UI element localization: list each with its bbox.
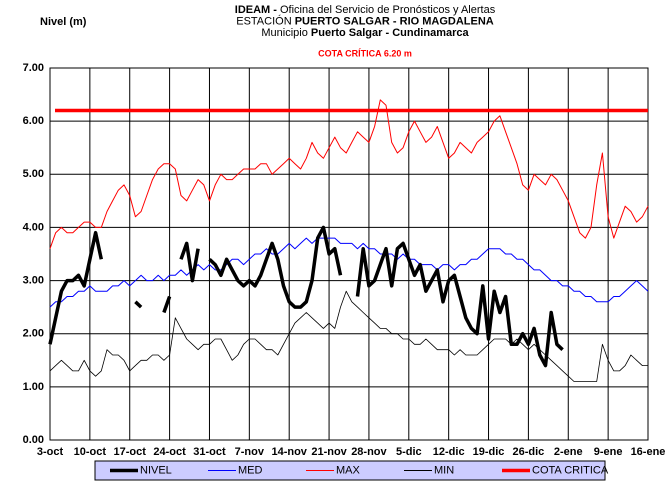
title-part: Municipio: [261, 27, 311, 39]
plot-area: [49, 67, 649, 441]
x-tick-label: 26-dic: [513, 446, 545, 458]
x-tick-label: 3-oct: [37, 446, 64, 458]
series-line: [49, 290, 648, 382]
legend-label: MED: [238, 464, 263, 476]
title-part: ESTACIÓN: [236, 14, 294, 27]
x-tick-label: 12-dic: [433, 446, 465, 458]
y-tick-label: 1.00: [23, 381, 44, 393]
title-part: Oficina del Servicio de Pronósticos y Al…: [280, 4, 496, 16]
title-part: PUERTO SALGAR - RIO MAGDALENA: [295, 15, 494, 27]
chart-title: IDEAM - Oficina del Servicio de Pronósti…: [235, 4, 496, 16]
legend-label: NIVEL: [140, 464, 172, 476]
y-axis-label: Nivel (m): [40, 16, 87, 28]
x-tick-label: 19-dic: [473, 446, 505, 458]
x-tick-label: 21-nov: [311, 446, 347, 458]
y-tick-label: 5.00: [23, 168, 44, 180]
title-part: Puerto Salgar - Cundinamarca: [311, 27, 470, 39]
chart-title: Municipio Puerto Salgar - Cundinamarca: [261, 27, 469, 39]
x-tick-label: 28-nov: [351, 446, 387, 458]
y-tick-label: 3.00: [23, 274, 44, 286]
title-part: IDEAM -: [235, 4, 280, 16]
legend-box: [94, 460, 606, 481]
series-line: [48, 225, 564, 368]
series-line: [49, 99, 649, 249]
x-tick-label: 16-ene: [631, 446, 666, 458]
x-tick-label: 31-oct: [193, 446, 226, 458]
series-line: [49, 237, 649, 308]
x-tick-label: 14-nov: [271, 446, 307, 458]
x-tick-label: 7-nov: [235, 446, 265, 458]
x-tick-label: 9-ene: [594, 446, 623, 458]
y-tick-label: 0.00: [23, 434, 44, 446]
x-tick-label: 24-oct: [153, 446, 186, 458]
chart-title: ESTACIÓN PUERTO SALGAR - RIO MAGDALENA: [236, 14, 494, 27]
x-tick-label: 2-ene: [554, 446, 583, 458]
x-tick-label: 5-dic: [396, 446, 422, 458]
legend-label: MAX: [336, 464, 361, 476]
annotation: COTA CRÍTICA 6.20 m: [318, 48, 412, 58]
x-tick-label: 10-oct: [74, 446, 107, 458]
legend-label: COTA CRITICA: [532, 464, 609, 476]
y-tick-label: 7.00: [23, 62, 44, 74]
y-tick-label: 2.00: [23, 328, 44, 340]
x-tick-label: 17-oct: [114, 446, 147, 458]
y-tick-label: 4.00: [23, 221, 44, 233]
legend-label: MIN: [434, 464, 454, 476]
y-tick-label: 6.00: [23, 115, 44, 127]
